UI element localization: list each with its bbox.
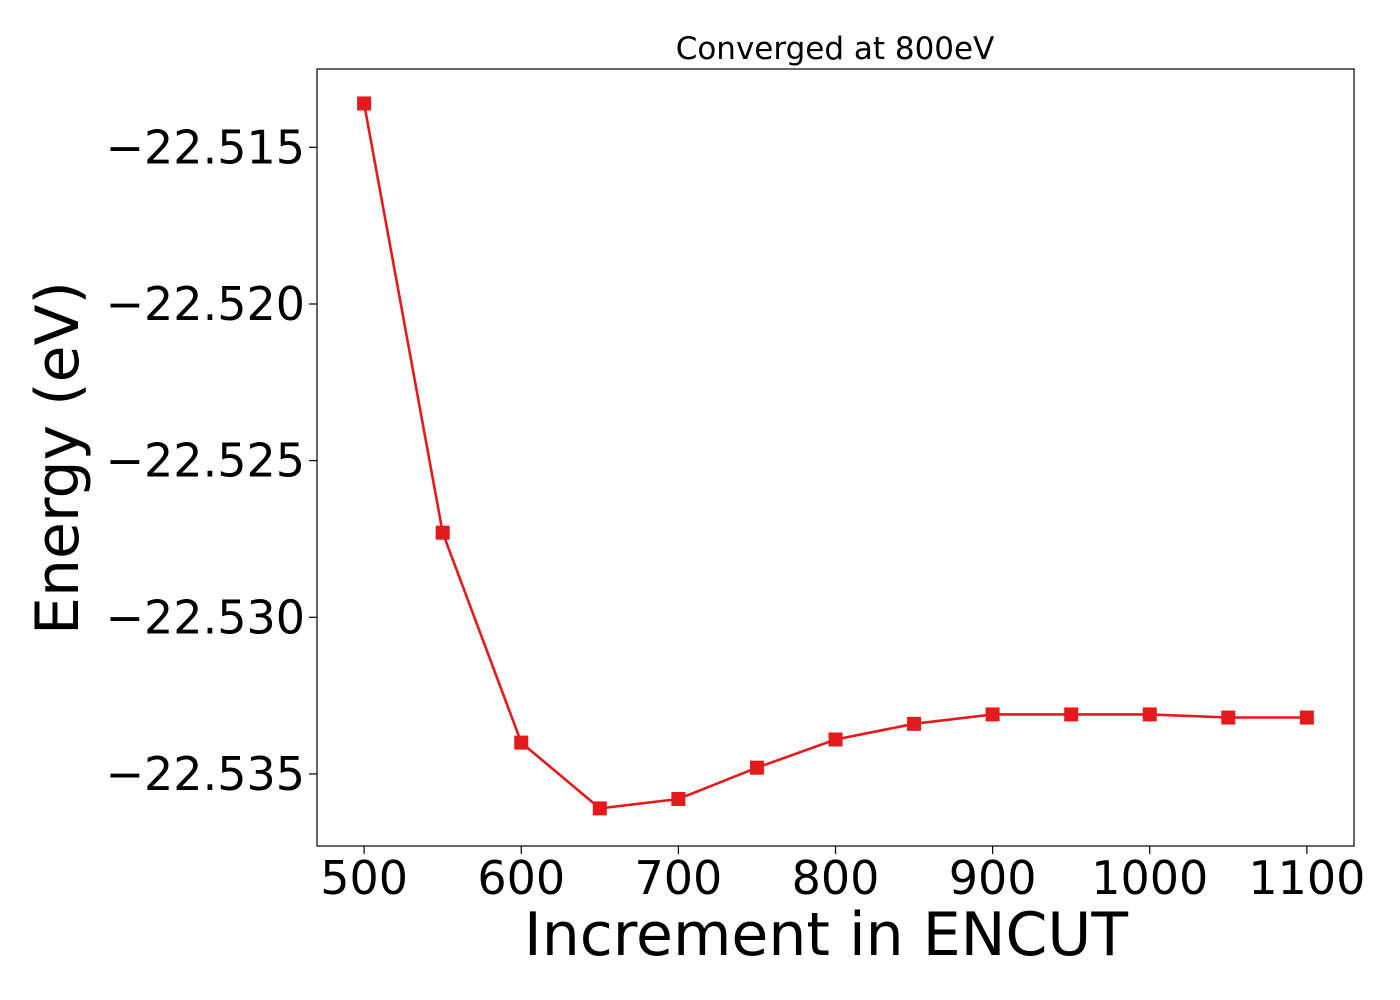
- x-axis: 500 600 700 800 900 1000 1100: [320, 846, 1365, 905]
- y-tick-label: −22.530: [106, 590, 306, 644]
- data-point-marker: [1299, 710, 1314, 725]
- x-tick-label: 600: [477, 851, 565, 905]
- y-tick-label: −22.515: [106, 120, 306, 174]
- data-point-marker: [435, 525, 450, 540]
- data-point-marker: [1221, 710, 1236, 725]
- y-tick-label: −22.525: [106, 434, 306, 488]
- y-axis-label: Energy (eV): [23, 281, 93, 635]
- data-point-marker: [1142, 707, 1157, 722]
- data-point-marker: [592, 801, 607, 816]
- y-tick-label: −22.535: [106, 747, 306, 801]
- plot-area-frame: [316, 68, 1355, 847]
- x-tick-label: 800: [792, 851, 880, 905]
- x-tick-label: 500: [320, 851, 408, 905]
- data-point-marker: [749, 760, 764, 775]
- data-point-marker: [907, 716, 922, 731]
- series-line: [362, 103, 1307, 810]
- data-point-marker: [357, 96, 372, 111]
- data-point-marker: [514, 735, 529, 750]
- x-tick-label: 700: [634, 851, 722, 905]
- series-markers: [357, 96, 1314, 816]
- data-point-marker: [828, 732, 843, 747]
- data-point-marker: [985, 707, 1000, 722]
- y-axis: −22.515 −22.520 −22.525 −22.530 −22.535: [106, 120, 317, 801]
- x-tick-label: 900: [949, 851, 1037, 905]
- data-point-marker: [671, 792, 686, 807]
- data-point-marker: [1064, 707, 1079, 722]
- chart-title: Converged at 800eV: [676, 31, 995, 67]
- x-axis-label: Increment in ENCUT: [524, 900, 1128, 970]
- y-tick-label: −22.520: [106, 277, 306, 331]
- x-tick-label: 1000: [1091, 851, 1208, 905]
- x-tick-label: 1100: [1248, 851, 1365, 905]
